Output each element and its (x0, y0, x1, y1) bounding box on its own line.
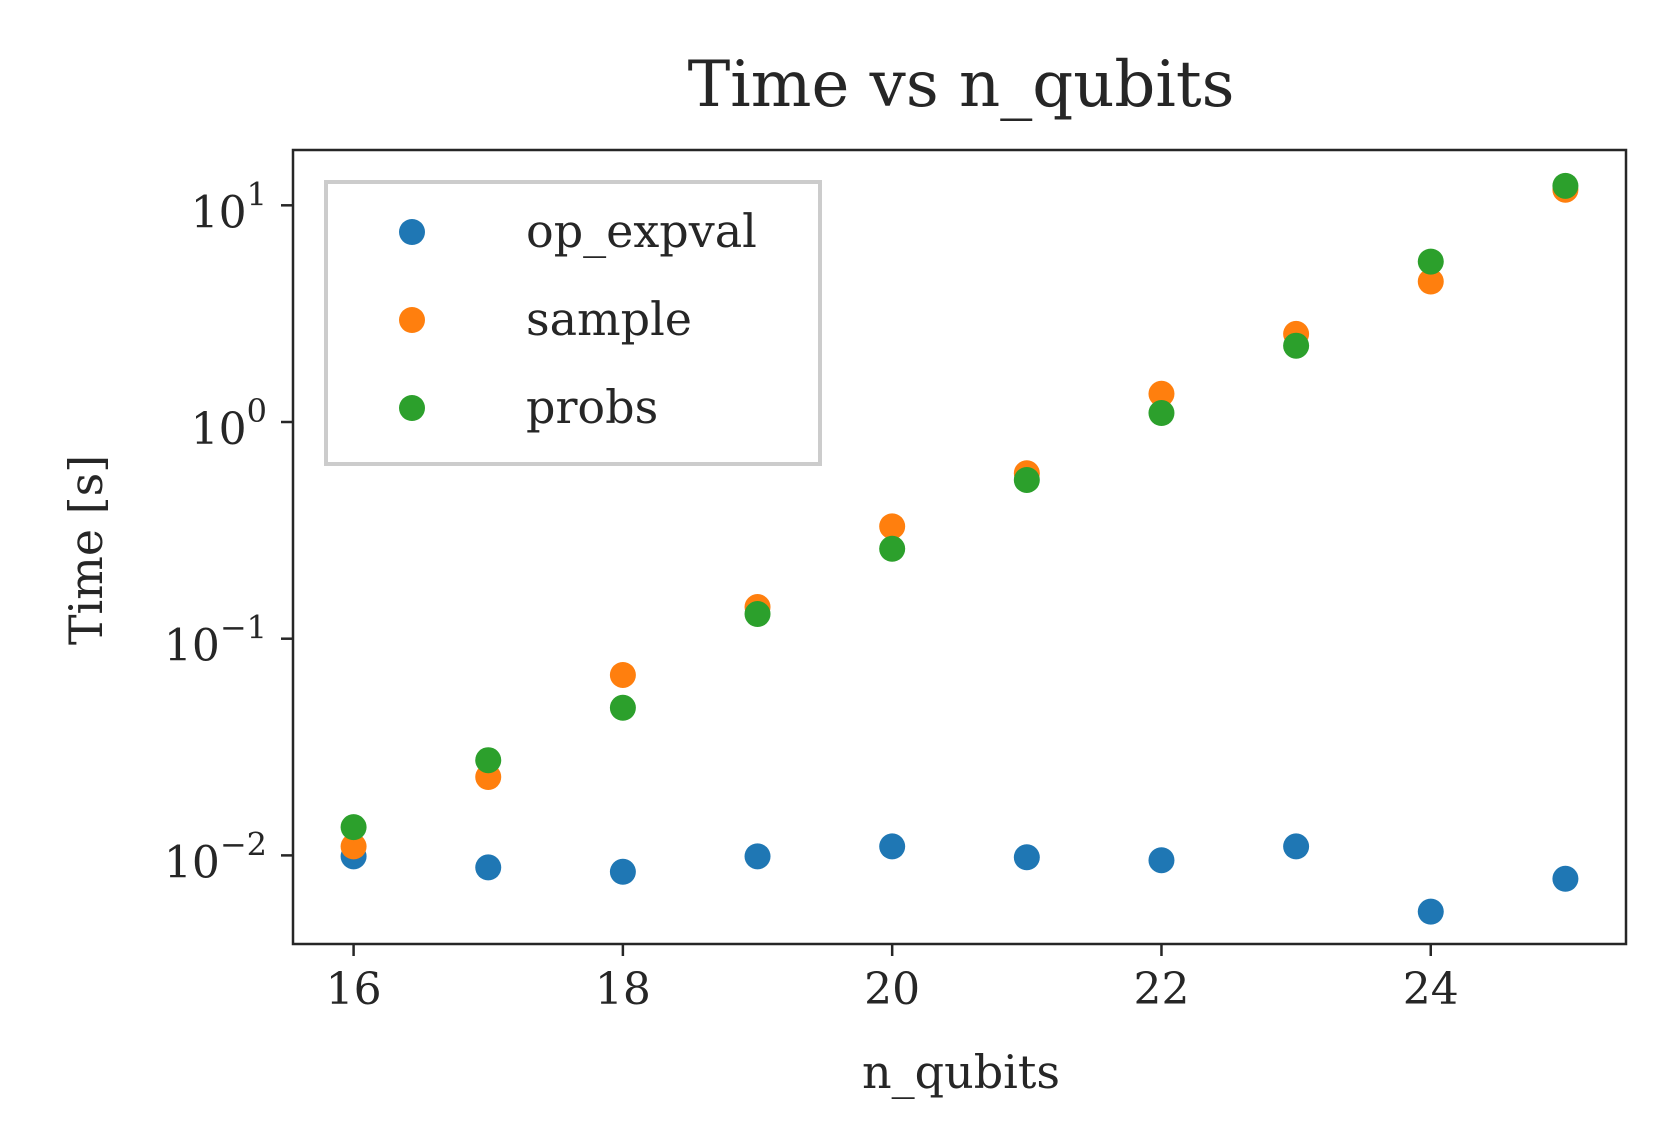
data-point (1013, 844, 1040, 871)
legend-label: op_expval (526, 204, 757, 258)
legend-marker (399, 307, 425, 333)
y-tick-label: 10−1 (164, 609, 267, 672)
series-op_expval (340, 833, 1579, 925)
x-axis: 16 18 20 22 24 (326, 944, 1459, 1015)
data-point (1148, 380, 1175, 407)
data-point (744, 601, 771, 628)
data-point (744, 843, 771, 870)
chart-title: Time vs n_qubits (688, 48, 1235, 122)
data-point (1283, 833, 1310, 860)
legend-marker (399, 219, 425, 245)
data-point (340, 833, 367, 860)
legend-label: probs (526, 380, 658, 434)
plot-frame (291, 148, 1628, 946)
series-probs (340, 172, 1579, 841)
x-axis-label: n_qubits (862, 1045, 1060, 1099)
x-tick-label: 18 (595, 964, 651, 1015)
data-point (609, 858, 636, 885)
data-point (1148, 847, 1175, 874)
data-point (475, 747, 502, 774)
data-point (879, 833, 906, 860)
data-point (879, 513, 906, 540)
legend-item: probs (399, 380, 658, 434)
y-axis-label: Time [s] (59, 455, 113, 645)
x-tick-label: 16 (326, 964, 382, 1015)
x-tick-label: 24 (1403, 964, 1459, 1015)
legend-item: op_expval (399, 204, 757, 258)
data-point (340, 814, 367, 841)
legend-marker (399, 395, 425, 421)
legend-label: sample (526, 292, 692, 346)
x-tick-label: 22 (1133, 964, 1189, 1015)
y-tick-label: 10−2 (164, 825, 267, 888)
data-point (879, 535, 906, 562)
data-point (1417, 898, 1444, 925)
data-point (1417, 248, 1444, 275)
data-point (1552, 172, 1579, 199)
data-point (1013, 466, 1040, 493)
y-tick-label: 101 (191, 175, 267, 238)
data-point (1148, 400, 1175, 427)
y-tick-label: 100 (191, 392, 267, 455)
data-point (1417, 268, 1444, 295)
data-point (475, 854, 502, 881)
data-point (609, 694, 636, 721)
legend-item: sample (399, 292, 692, 346)
y-axis: 10−2 10−1 100 101 (164, 175, 293, 888)
x-tick-label: 20 (864, 964, 920, 1015)
plot-area (291, 148, 1628, 946)
data-point (609, 661, 636, 688)
data-points (340, 172, 1579, 925)
data-point (1552, 865, 1579, 892)
data-point (1283, 332, 1310, 359)
